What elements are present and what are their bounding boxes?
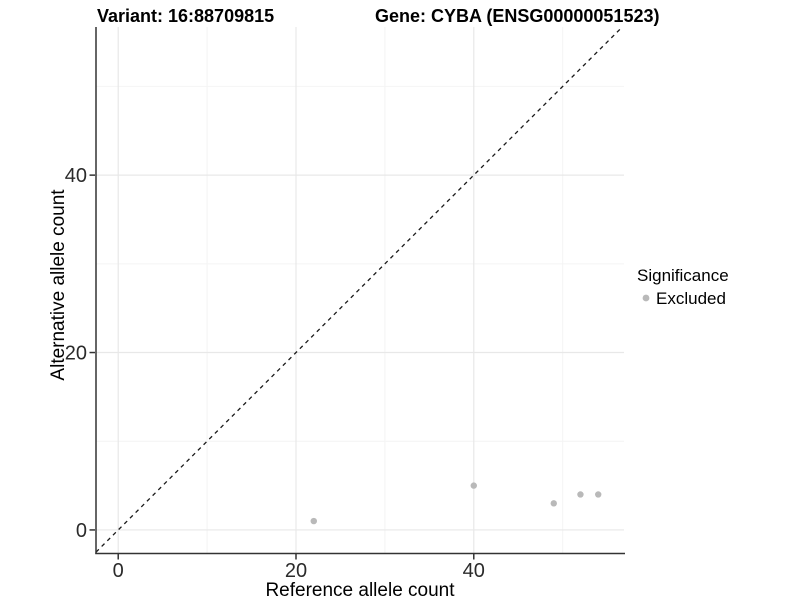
x-tick-label: 20	[285, 560, 307, 582]
y-tick-label: 40	[65, 165, 87, 187]
y-tick-label: 0	[76, 520, 87, 542]
data-point	[310, 517, 317, 525]
data-point	[550, 500, 557, 507]
x-tick-label: 40	[463, 560, 485, 582]
legend-label-excluded: Excluded	[656, 289, 726, 308]
minor-gridlines	[96, 27, 624, 553]
legend: Significance Excluded	[637, 266, 729, 308]
axis-lines	[95, 27, 625, 555]
y-axis-title: Alternative allele count	[48, 189, 69, 381]
data-point	[577, 491, 584, 498]
data-points	[310, 482, 602, 525]
major-gridlines	[96, 27, 624, 553]
identity-dashed-line	[95, 26, 623, 553]
legend-point-icon	[642, 294, 650, 302]
y-tick-labels: 0 20 40	[65, 165, 87, 542]
plot-title-variant: Variant: 16:88709815	[97, 6, 274, 26]
data-point	[595, 491, 602, 498]
x-axis-title: Reference allele count	[265, 580, 455, 600]
plot-title-gene: Gene: CYBA (ENSG00000051523)	[375, 6, 659, 26]
legend-title: Significance	[637, 266, 729, 285]
y-tick-label: 20	[65, 343, 87, 365]
tick-marks	[89, 174, 475, 560]
x-tick-label: 0	[113, 560, 124, 582]
data-point	[470, 482, 477, 489]
x-tick-labels: 0 20 40	[113, 560, 485, 582]
